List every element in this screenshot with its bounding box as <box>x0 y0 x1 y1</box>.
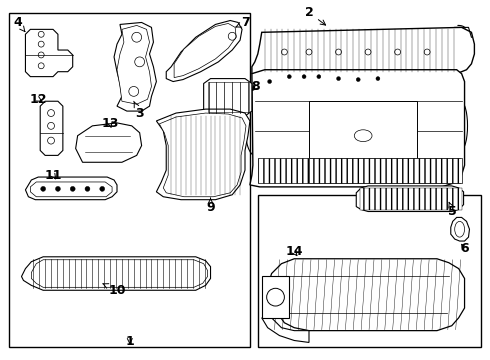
Text: 3: 3 <box>134 101 144 120</box>
Polygon shape <box>262 318 309 342</box>
Polygon shape <box>25 177 117 200</box>
Polygon shape <box>156 109 250 200</box>
Polygon shape <box>117 26 151 104</box>
Text: 14: 14 <box>286 246 303 258</box>
Polygon shape <box>114 22 156 111</box>
Polygon shape <box>204 78 252 116</box>
Circle shape <box>70 186 75 191</box>
Polygon shape <box>159 113 246 197</box>
Polygon shape <box>174 23 236 78</box>
Bar <box>309 101 417 160</box>
Text: 11: 11 <box>44 168 62 181</box>
Text: 9: 9 <box>206 198 215 214</box>
Circle shape <box>317 75 321 78</box>
Bar <box>9 13 250 347</box>
Text: 2: 2 <box>305 6 325 25</box>
Circle shape <box>356 78 360 82</box>
Circle shape <box>337 77 341 81</box>
Circle shape <box>55 186 60 191</box>
Text: 10: 10 <box>103 284 126 297</box>
Text: 13: 13 <box>101 117 119 130</box>
Text: 8: 8 <box>251 80 260 93</box>
Bar <box>262 276 289 318</box>
Polygon shape <box>22 257 211 290</box>
Bar <box>360 188 462 210</box>
Bar <box>258 195 481 347</box>
Text: 6: 6 <box>460 242 469 255</box>
Polygon shape <box>451 217 469 241</box>
Bar <box>309 158 462 183</box>
Polygon shape <box>252 27 474 74</box>
Circle shape <box>41 186 46 191</box>
Text: 7: 7 <box>236 16 250 29</box>
Circle shape <box>376 77 380 81</box>
Polygon shape <box>356 186 464 212</box>
Bar <box>258 158 460 183</box>
Polygon shape <box>166 21 242 82</box>
Polygon shape <box>40 101 63 156</box>
Polygon shape <box>75 123 142 162</box>
Text: 1: 1 <box>125 335 134 348</box>
Polygon shape <box>25 30 73 77</box>
Polygon shape <box>31 260 208 287</box>
Text: 12: 12 <box>29 93 47 106</box>
Polygon shape <box>30 182 112 197</box>
Polygon shape <box>268 259 465 330</box>
Circle shape <box>287 75 291 78</box>
Circle shape <box>85 186 90 191</box>
Text: 5: 5 <box>448 202 457 218</box>
Polygon shape <box>250 70 465 187</box>
Circle shape <box>100 186 105 191</box>
Circle shape <box>268 80 271 84</box>
Circle shape <box>302 75 306 78</box>
Text: 4: 4 <box>13 16 25 32</box>
Bar <box>208 82 249 112</box>
